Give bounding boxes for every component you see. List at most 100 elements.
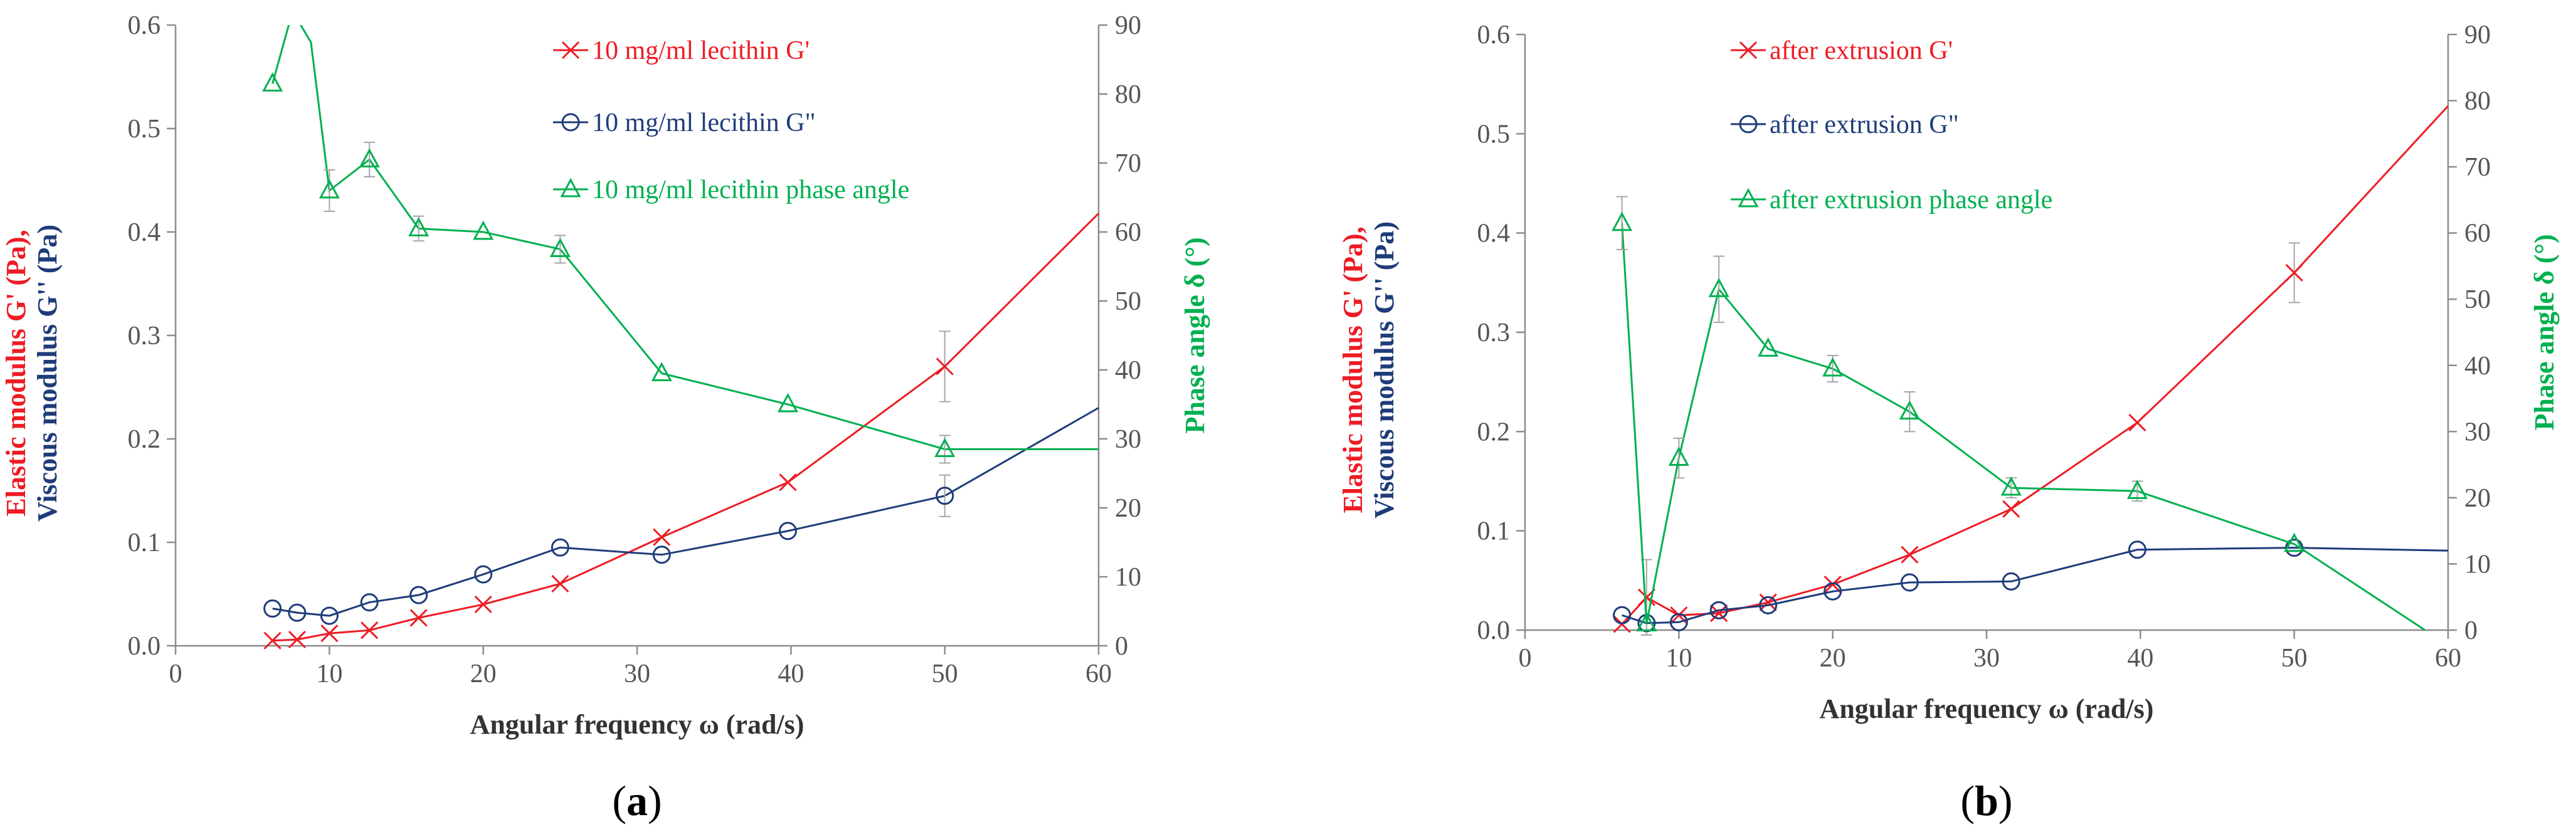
panel-b-chart: 0 10 20 30 40 50 60 0.0 0.1 0.2 0.3 0.4 0.5 0.6 0 10 20 3… <box>1338 21 2560 824</box>
data-point-gpp <box>936 487 954 505</box>
data-point-ph <box>1822 357 1844 377</box>
error-bar-ph <box>1673 437 1685 479</box>
x-tick-label: 60 <box>1085 660 1112 688</box>
series-line-gpp <box>272 407 1099 617</box>
data-point-gpp <box>1900 573 1919 592</box>
y2-tick-label: 30 <box>2464 418 2491 446</box>
y2-tick-label: 90 <box>2464 21 2491 50</box>
series-line-gpp <box>1622 547 2449 624</box>
x-tick-label: 10 <box>316 660 342 688</box>
y2-tick-label: 40 <box>1115 356 1141 385</box>
legend-label-ph: after extrusion phase angle <box>1770 186 2052 214</box>
series-line-ph <box>272 25 1099 450</box>
data-point-gp <box>288 631 306 649</box>
y-tick-label: 0.0 <box>128 632 161 661</box>
y-tick-label: 0.4 <box>1477 219 1511 248</box>
data-point-gp <box>2002 500 2020 518</box>
data-point-ph <box>2284 532 2305 552</box>
data-point-ph <box>319 179 340 199</box>
x-tick-label: 0 <box>169 660 182 688</box>
data-point-ph <box>1636 612 1657 631</box>
y2-axis-title-phase: Phase angle δ (°) <box>2529 234 2560 431</box>
data-point-gpp <box>652 545 671 564</box>
data-point-gpp <box>2128 540 2146 559</box>
data-point-gp <box>1710 604 1728 623</box>
data-point-ph <box>777 392 798 413</box>
data-point-ph <box>262 72 283 92</box>
error-bar-ph <box>1713 255 1725 324</box>
caption-close-paren: ) <box>648 777 662 824</box>
legend-marker-gpp <box>561 113 580 132</box>
y-tick-label: 0.3 <box>128 322 161 350</box>
data-point-gpp <box>778 522 797 540</box>
data-point-gp <box>2285 263 2303 282</box>
y-tick-label: 0.6 <box>1477 21 1511 50</box>
data-point-ph <box>549 238 571 257</box>
x-tick-label: 10 <box>1665 644 1692 673</box>
legend-marker-gpp <box>1739 115 1758 134</box>
plot-area <box>1612 105 2449 636</box>
y2-axis-title-phase: Phase angle δ (°) <box>1180 238 1210 434</box>
panel-caption: (b) <box>1960 777 2012 824</box>
data-point-gpp <box>409 586 428 604</box>
x-tick-label: 40 <box>778 660 804 688</box>
data-point-gp <box>653 528 671 546</box>
y2-tick-label: 20 <box>1115 494 1141 523</box>
caption-close-paren: ) <box>1998 777 2013 824</box>
data-point-gpp <box>263 599 282 618</box>
data-point-gp <box>474 595 492 614</box>
error-bar-ph <box>1904 391 1916 433</box>
y2-tick-label: 10 <box>2464 550 2491 579</box>
y-axis-title-viscous: Viscous modulus G'' (Pa) <box>32 224 63 522</box>
legend-label-gp: after extrusion G' <box>1770 36 1953 65</box>
data-point-ph <box>359 148 380 167</box>
panel-a-chart: 0 10 20 30 40 50 60 0.0 0.1 0.2 0.3 0.4 0.5 0.6 0 10 20 3… <box>1 11 1210 824</box>
y-tick-label: 0.5 <box>1477 120 1511 149</box>
error-bar-ph <box>1616 196 1628 251</box>
y2-tick-label: 50 <box>2464 285 2491 314</box>
y2-tick-label: 10 <box>1115 563 1141 592</box>
y-tick-label: 0.3 <box>1477 318 1511 347</box>
data-point-gpp <box>1669 613 1688 631</box>
data-point-gpp <box>551 538 569 557</box>
data-point-ph <box>934 438 956 457</box>
data-point-ph <box>1708 278 1729 297</box>
data-point-gpp <box>288 603 307 622</box>
x-axis-title: Angular frequency ω (rad/s) <box>1820 693 2154 724</box>
data-point-gp <box>320 624 339 643</box>
y2-tick-label: 70 <box>2464 153 2491 182</box>
data-point-gp <box>361 621 379 640</box>
legend-label-gp: 10 mg/ml lecithin G' <box>592 36 810 65</box>
data-point-gpp <box>1709 601 1728 619</box>
data-point-ph <box>2126 480 2148 499</box>
data-point-gp <box>1901 545 1919 564</box>
error-bar-ph <box>364 142 376 177</box>
data-point-ph <box>408 217 430 236</box>
x-tick-label: 30 <box>624 660 650 688</box>
legend-marker-gp <box>561 41 580 60</box>
x-tick-label: 40 <box>2127 644 2153 673</box>
error-bar-gpp <box>939 474 951 517</box>
data-point-gp <box>409 609 428 627</box>
x-tick-label: 50 <box>932 660 958 688</box>
y-tick-label: 0.1 <box>128 529 161 557</box>
series-line-gp <box>272 213 1100 642</box>
x-tick-label: 20 <box>1820 644 1846 673</box>
y-axis-title-elastic: Elastic modulus G' (Pa), <box>1 229 31 516</box>
data-point-ph <box>2000 476 2022 496</box>
y2-tick-label: 80 <box>2464 87 2491 116</box>
legend-marker-gp <box>1739 41 1758 60</box>
y-tick-label: 0.6 <box>128 11 161 40</box>
data-point-gpp <box>2285 539 2304 557</box>
series-line-gp <box>1621 105 2449 625</box>
x-tick-label: 50 <box>2281 644 2308 673</box>
y2-tick-label: 0 <box>1115 632 1128 661</box>
data-point-gpp <box>1613 606 1632 624</box>
caption-open-paren: ( <box>1960 777 1975 824</box>
data-point-ph <box>1668 446 1689 466</box>
error-bar-ph <box>324 169 335 212</box>
legend-marker-ph <box>560 177 581 197</box>
x-axis-title: Angular frequency ω (rad/s) <box>470 709 805 740</box>
y-axis-title-viscous: Viscous modulus G'' (Pa) <box>1369 221 1400 519</box>
